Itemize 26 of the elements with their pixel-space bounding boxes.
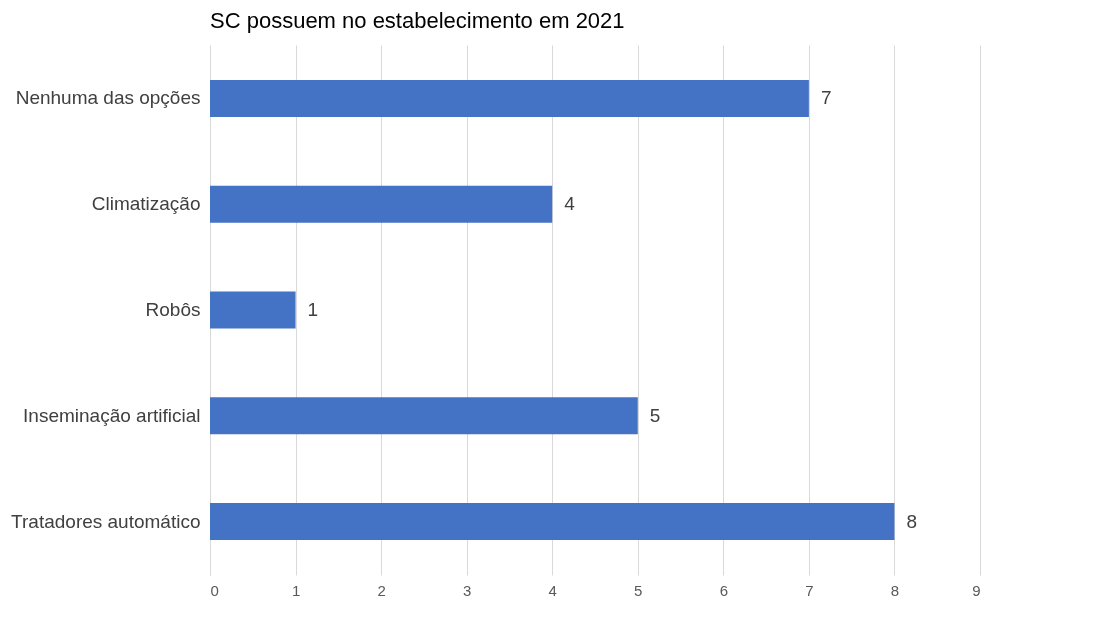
bar <box>210 185 553 223</box>
bar <box>210 503 895 541</box>
chart-title: SC possuem no estabelecimento em 2021 <box>210 8 625 33</box>
y-tick-label: Inseminação artificial <box>23 404 201 426</box>
data-label: 1 <box>307 299 319 320</box>
data-label: 7 <box>820 87 832 109</box>
y-tick-label: Tratadores automático <box>11 510 201 532</box>
x-tick-label: 4 <box>548 581 557 599</box>
x-tick-label: 3 <box>462 581 472 599</box>
x-tick-label: 8 <box>890 581 900 599</box>
bar <box>210 397 638 435</box>
y-tick-label: Climatização <box>91 193 201 215</box>
x-tick-label: 2 <box>377 581 386 599</box>
y-tick-label: Robôs <box>145 299 201 320</box>
bar <box>210 291 296 329</box>
x-tick-label: 6 <box>719 581 729 599</box>
x-tick-label: 9 <box>972 581 981 599</box>
bar <box>210 79 809 117</box>
x-tick-label: 5 <box>634 581 643 599</box>
data-label: 5 <box>649 404 661 426</box>
data-label: 4 <box>564 193 576 215</box>
y-tick-label: Nenhuma das opções <box>15 87 201 109</box>
x-tick-label: 1 <box>291 581 301 599</box>
x-tick-label: 7 <box>805 581 814 599</box>
data-label: 8 <box>906 510 918 532</box>
x-tick-label: 0 <box>210 581 219 599</box>
